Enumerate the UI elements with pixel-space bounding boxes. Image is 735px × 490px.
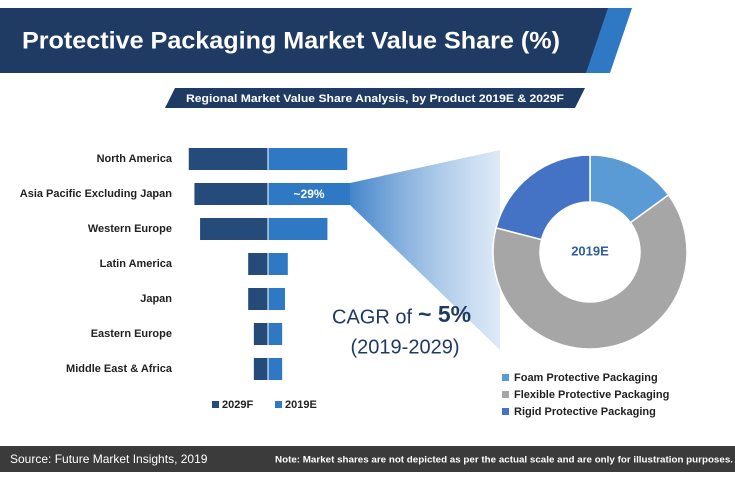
- category-label: Eastern Europe: [91, 328, 172, 340]
- bar: [200, 218, 268, 240]
- bar: [268, 218, 328, 240]
- bar: [268, 253, 288, 275]
- value-label: ~29%: [294, 187, 325, 201]
- legend-label: Foam Protective Packaging: [514, 372, 658, 384]
- bar: [268, 358, 283, 380]
- donut-slice: [492, 193, 688, 350]
- title-stripe: [586, 8, 632, 73]
- legend-swatch: [502, 408, 509, 415]
- category-label: Latin America: [100, 258, 173, 270]
- category-label: Western Europe: [88, 223, 172, 235]
- title: Protective Packaging Market Value Share …: [22, 27, 560, 54]
- bar: [194, 183, 268, 205]
- legend-label: 2029F: [222, 399, 253, 411]
- legend-swatch: [502, 374, 509, 381]
- bar: [253, 358, 268, 380]
- legend-label: Flexible Protective Packaging: [514, 389, 669, 401]
- bar: [248, 253, 268, 275]
- legend-swatch: [212, 401, 219, 408]
- source: Source: Future Market Insights, 2019: [10, 452, 208, 466]
- bar: [248, 288, 268, 310]
- funnel: [350, 150, 500, 350]
- note: Note: Market shares are not depicted as …: [275, 454, 733, 464]
- category-label: Japan: [140, 293, 172, 305]
- title-band: [0, 8, 622, 73]
- subtitle-band: [165, 88, 585, 108]
- bar: [268, 183, 351, 205]
- subtitle: Regional Market Value Share Analysis, by…: [186, 93, 564, 105]
- category-label: Asia Pacific Excluding Japan: [20, 188, 173, 200]
- donut-slice: [495, 154, 591, 241]
- legend-swatch: [275, 401, 282, 408]
- footer-band: [0, 446, 735, 472]
- category-label: North America: [97, 153, 173, 165]
- center-label: 2019E: [571, 243, 609, 258]
- legend-label: 2019E: [285, 399, 317, 411]
- legend-label: Rigid Protective Packaging: [514, 406, 656, 418]
- legend-swatch: [502, 391, 509, 398]
- annotation: ~ 5%: [418, 301, 471, 327]
- bar: [268, 148, 348, 170]
- annotation: CAGR of: [332, 306, 412, 328]
- bar: [188, 148, 268, 170]
- category-label: Middle East & Africa: [66, 363, 173, 375]
- annotation: (2019-2029): [351, 336, 460, 358]
- bar: [253, 323, 268, 345]
- bar: [268, 323, 283, 345]
- bar: [268, 288, 285, 310]
